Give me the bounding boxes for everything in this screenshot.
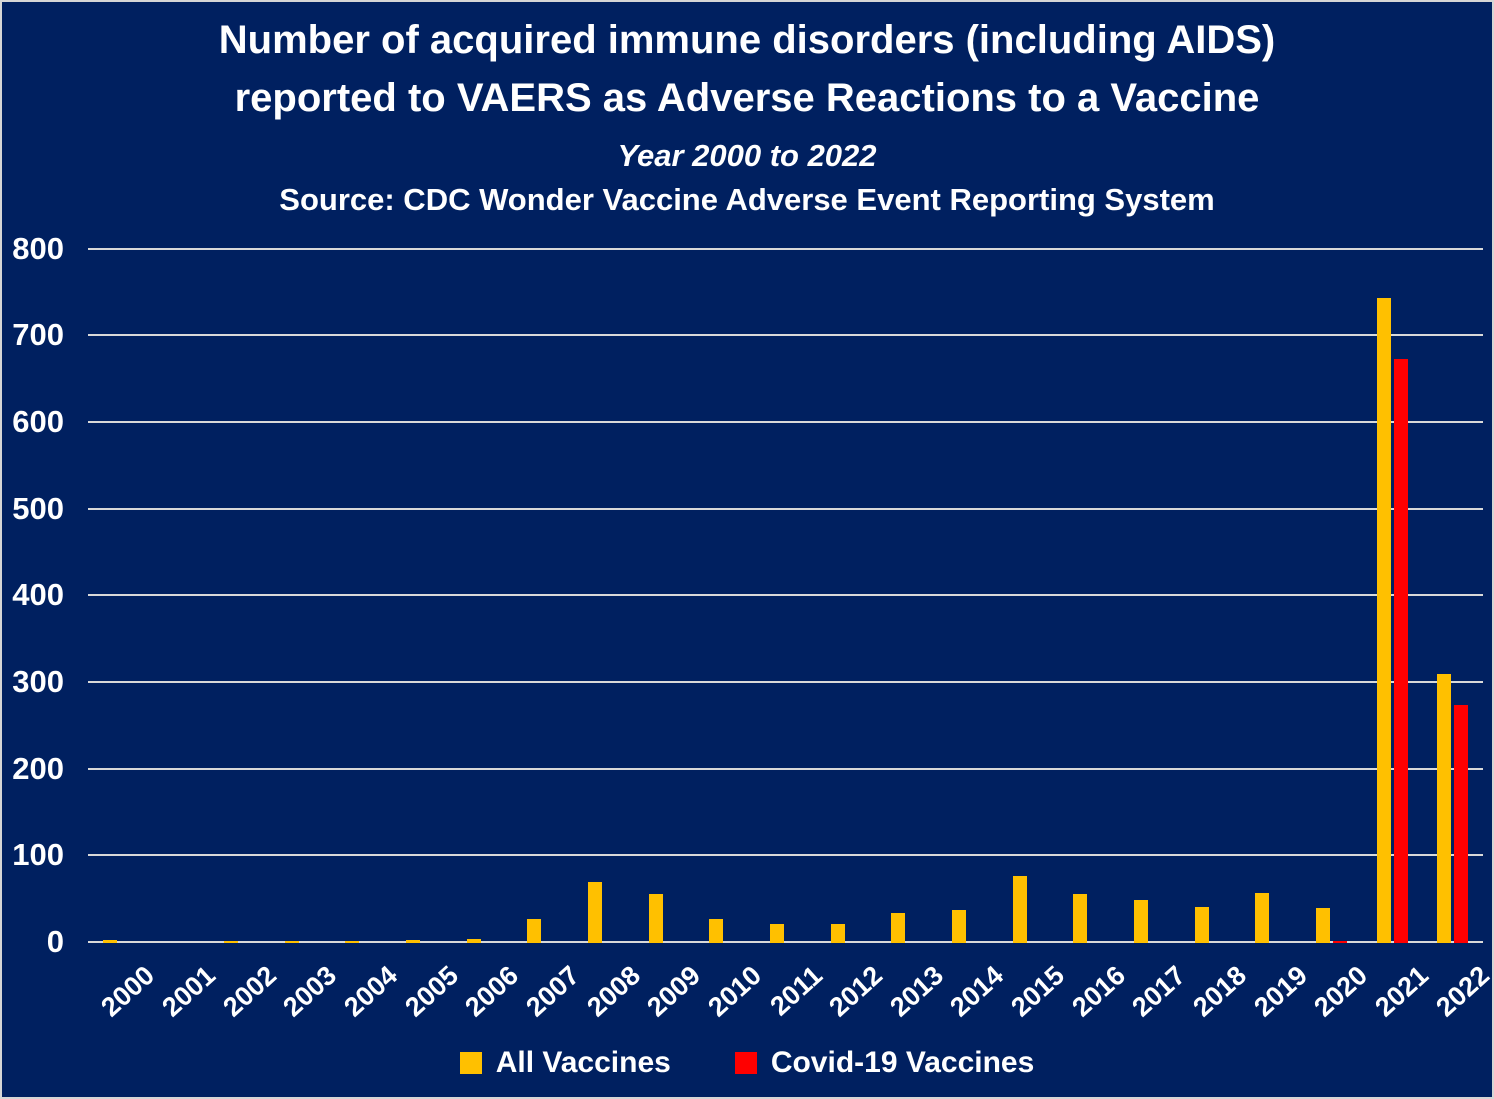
bar-all-vaccines-2008: [588, 882, 603, 943]
legend-swatch-covid-19-vaccines-icon: [734, 1052, 757, 1074]
gridline-300: [88, 680, 1483, 683]
bar-all-vaccines-2018: [1194, 906, 1209, 943]
bar-all-vaccines-2019: [1255, 892, 1270, 943]
bar-all-vaccines-2013: [891, 912, 906, 943]
legend-label-all-vaccines: All Vaccines: [495, 1046, 671, 1079]
gridline-500: [88, 507, 1483, 510]
y-tick-label-300: 300: [12, 663, 64, 699]
bar-covid-19-vaccines-2022: [1454, 704, 1469, 943]
legend-swatch-all-vaccines-icon: [459, 1052, 482, 1074]
chart-source: Source: CDC Wonder Vaccine Adverse Event…: [279, 182, 1215, 217]
legend-item-all-vaccines: All Vaccines: [459, 1046, 671, 1080]
bar-all-vaccines-2021: [1376, 298, 1391, 943]
bar-all-vaccines-2005: [406, 939, 421, 943]
bar-all-vaccines-2009: [648, 893, 663, 943]
bar-all-vaccines-2016: [1073, 893, 1088, 943]
bar-all-vaccines-2003: [284, 941, 299, 943]
bar-all-vaccines-2014: [951, 910, 966, 943]
gridline-100: [88, 854, 1483, 857]
bar-covid-19-vaccines-2021: [1393, 358, 1408, 943]
y-tick-label-200: 200: [12, 750, 64, 786]
gridline-800: [88, 247, 1483, 250]
bar-all-vaccines-2020: [1315, 908, 1330, 943]
y-tick-label-0: 0: [46, 924, 64, 959]
bar-all-vaccines-2006: [466, 938, 481, 943]
bar-all-vaccines-2012: [830, 923, 845, 943]
gridline-700: [88, 334, 1483, 337]
y-tick-label-700: 700: [12, 317, 64, 353]
legend-label-covid-19-vaccines: Covid-19 Vaccines: [770, 1046, 1035, 1079]
bar-covid-19-vaccines-2020: [1332, 941, 1347, 943]
legend: All Vaccines Covid-19 Vaccines: [2, 1046, 1492, 1080]
bar-all-vaccines-2010: [709, 918, 724, 943]
chart-title-line2: reported to VAERS as Adverse Reactions t…: [234, 76, 1260, 120]
bar-all-vaccines-2017: [1133, 899, 1148, 943]
bar-all-vaccines-2004: [345, 941, 360, 943]
bar-all-vaccines-2000: [102, 940, 117, 943]
gridline-400: [88, 594, 1483, 597]
gridline-0: [88, 941, 1483, 943]
bar-all-vaccines-2015: [1012, 876, 1027, 943]
y-tick-label-400: 400: [12, 577, 64, 613]
y-tick-label-600: 600: [12, 403, 64, 439]
bar-all-vaccines-2002: [224, 941, 239, 943]
bar-all-vaccines-2007: [527, 918, 542, 943]
bar-all-vaccines-2022: [1437, 674, 1452, 943]
y-tick-label-100: 100: [12, 837, 64, 873]
y-tick-label-500: 500: [12, 490, 64, 526]
chart-title-line1: Number of acquired immune disorders (inc…: [218, 18, 1276, 62]
y-tick-label-800: 800: [12, 230, 64, 266]
gridline-600: [88, 420, 1483, 423]
bar-all-vaccines-2011: [770, 923, 784, 943]
legend-item-covid-19-vaccines: Covid-19 Vaccines: [734, 1046, 1035, 1080]
gridline-200: [88, 767, 1483, 770]
chart-subtitle: Year 2000 to 2022: [617, 138, 877, 173]
